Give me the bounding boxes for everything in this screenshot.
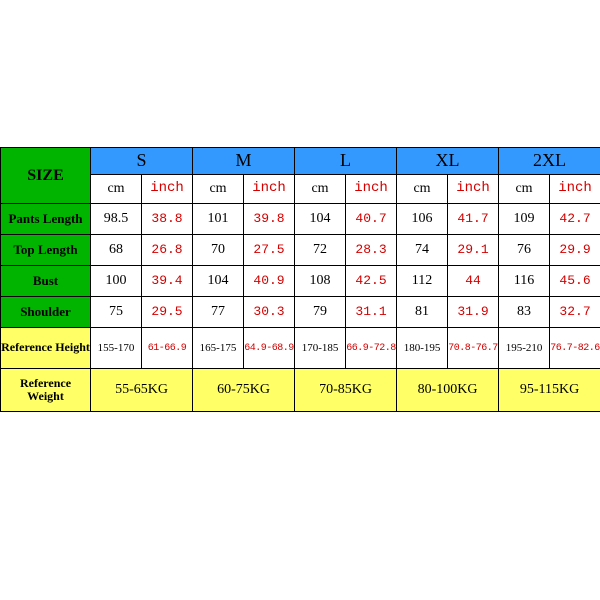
cell-inch: 30.3 xyxy=(244,297,295,328)
cell-cm: 104 xyxy=(295,204,346,235)
cell-inch: 39.8 xyxy=(244,204,295,235)
unit-cm: cm xyxy=(193,175,244,204)
cell-cm: 76 xyxy=(499,235,550,266)
cell-ref-h-inch: 66.9-72.8 xyxy=(346,328,397,369)
cell-cm: 109 xyxy=(499,204,550,235)
cell-cm: 100 xyxy=(91,266,142,297)
size-2xl: 2XL xyxy=(499,148,600,175)
cell-ref-h-cm: 180-195 xyxy=(397,328,448,369)
unit-inch: inch xyxy=(448,175,499,204)
cell-inch: 29.5 xyxy=(142,297,193,328)
cell-inch: 41.7 xyxy=(448,204,499,235)
cell-inch: 42.5 xyxy=(346,266,397,297)
row-label-ref-height: Reference Height xyxy=(1,328,91,369)
cell-inch: 42.7 xyxy=(550,204,600,235)
cell-inch: 40.7 xyxy=(346,204,397,235)
row-label-shoulder: Shoulder xyxy=(1,297,91,328)
unit-inch: inch xyxy=(550,175,600,204)
cell-inch: 31.9 xyxy=(448,297,499,328)
row-label-pants-length: Pants Length xyxy=(1,204,91,235)
cell-inch: 27.5 xyxy=(244,235,295,266)
cell-cm: 70 xyxy=(193,235,244,266)
row-label-top-length: Top Length xyxy=(1,235,91,266)
cell-ref-h-inch: 64.9-68.9 xyxy=(244,328,295,369)
cell-ref-weight: 60-75KG xyxy=(193,369,295,412)
unit-cm: cm xyxy=(91,175,142,204)
cell-inch: 31.1 xyxy=(346,297,397,328)
cell-ref-weight: 80-100KG xyxy=(397,369,499,412)
size-s: S xyxy=(91,148,193,175)
cell-ref-h-inch: 76.7-82.6 xyxy=(550,328,600,369)
size-m: M xyxy=(193,148,295,175)
size-chart-table: SIZE S M L XL 2XL cm inch cm inch cm inc… xyxy=(0,147,600,412)
size-l: L xyxy=(295,148,397,175)
cell-cm: 72 xyxy=(295,235,346,266)
table-row: Reference Weight 55-65KG 60-75KG 70-85KG… xyxy=(1,369,600,412)
cell-cm: 112 xyxy=(397,266,448,297)
cell-inch: 29.9 xyxy=(550,235,600,266)
cell-inch: 39.4 xyxy=(142,266,193,297)
row-label-ref-weight: Reference Weight xyxy=(1,369,91,412)
cell-cm: 68 xyxy=(91,235,142,266)
cell-inch: 29.1 xyxy=(448,235,499,266)
cell-inch: 32.7 xyxy=(550,297,600,328)
cell-cm: 74 xyxy=(397,235,448,266)
unit-inch: inch xyxy=(244,175,295,204)
cell-cm: 116 xyxy=(499,266,550,297)
cell-ref-weight: 95-115KG xyxy=(499,369,600,412)
cell-ref-h-inch: 61-66.9 xyxy=(142,328,193,369)
table-row: Top Length 68 26.8 70 27.5 72 28.3 74 29… xyxy=(1,235,600,266)
cell-cm: 77 xyxy=(193,297,244,328)
cell-ref-h-cm: 165-175 xyxy=(193,328,244,369)
table-row: Bust 100 39.4 104 40.9 108 42.5 112 44 1… xyxy=(1,266,600,297)
unit-cm: cm xyxy=(499,175,550,204)
cell-cm: 79 xyxy=(295,297,346,328)
cell-inch: 44 xyxy=(448,266,499,297)
cell-cm: 108 xyxy=(295,266,346,297)
unit-inch: inch xyxy=(346,175,397,204)
cell-cm: 81 xyxy=(397,297,448,328)
cell-ref-weight: 70-85KG xyxy=(295,369,397,412)
cell-inch: 28.3 xyxy=(346,235,397,266)
table-row: Reference Height 155-170 61-66.9 165-175… xyxy=(1,328,600,369)
table-row: Shoulder 75 29.5 77 30.3 79 31.1 81 31.9… xyxy=(1,297,600,328)
table-row: Pants Length 98.5 38.8 101 39.8 104 40.7… xyxy=(1,204,600,235)
unit-cm: cm xyxy=(295,175,346,204)
cell-inch: 26.8 xyxy=(142,235,193,266)
size-header: SIZE xyxy=(1,148,91,204)
cell-ref-h-cm: 155-170 xyxy=(91,328,142,369)
cell-cm: 83 xyxy=(499,297,550,328)
cell-inch: 38.8 xyxy=(142,204,193,235)
unit-cm: cm xyxy=(397,175,448,204)
cell-cm: 101 xyxy=(193,204,244,235)
cell-ref-weight: 55-65KG xyxy=(91,369,193,412)
cell-cm: 75 xyxy=(91,297,142,328)
cell-cm: 104 xyxy=(193,266,244,297)
cell-ref-h-inch: 70.8-76.7 xyxy=(448,328,499,369)
unit-inch: inch xyxy=(142,175,193,204)
row-label-bust: Bust xyxy=(1,266,91,297)
size-xl: XL xyxy=(397,148,499,175)
cell-cm: 98.5 xyxy=(91,204,142,235)
cell-cm: 106 xyxy=(397,204,448,235)
cell-ref-h-cm: 170-185 xyxy=(295,328,346,369)
cell-ref-h-cm: 195-210 xyxy=(499,328,550,369)
cell-inch: 45.6 xyxy=(550,266,600,297)
cell-inch: 40.9 xyxy=(244,266,295,297)
